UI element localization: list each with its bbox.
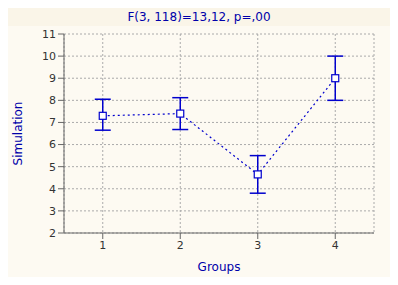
svg-text:Groups: Groups bbox=[198, 260, 241, 274]
svg-text:4: 4 bbox=[332, 239, 339, 252]
svg-text:3: 3 bbox=[254, 239, 261, 252]
svg-text:2: 2 bbox=[49, 227, 56, 240]
svg-text:2: 2 bbox=[177, 239, 184, 252]
svg-text:4: 4 bbox=[49, 183, 56, 196]
svg-text:1: 1 bbox=[99, 239, 106, 252]
html-text:F(3, 118)=13,12, p=,00: F(3, 118)=13,12, p=,00 bbox=[127, 10, 271, 24]
svg-text:11: 11 bbox=[42, 28, 56, 41]
svg-text:8: 8 bbox=[49, 94, 56, 107]
svg-text:5: 5 bbox=[49, 161, 56, 174]
svg-text:6: 6 bbox=[49, 138, 56, 151]
svg-text:3: 3 bbox=[49, 205, 56, 218]
svg-text:7: 7 bbox=[49, 116, 56, 129]
svg-text:9: 9 bbox=[49, 72, 56, 85]
svg-text:10: 10 bbox=[42, 50, 56, 63]
svg-text:Simulation: Simulation bbox=[11, 102, 25, 166]
